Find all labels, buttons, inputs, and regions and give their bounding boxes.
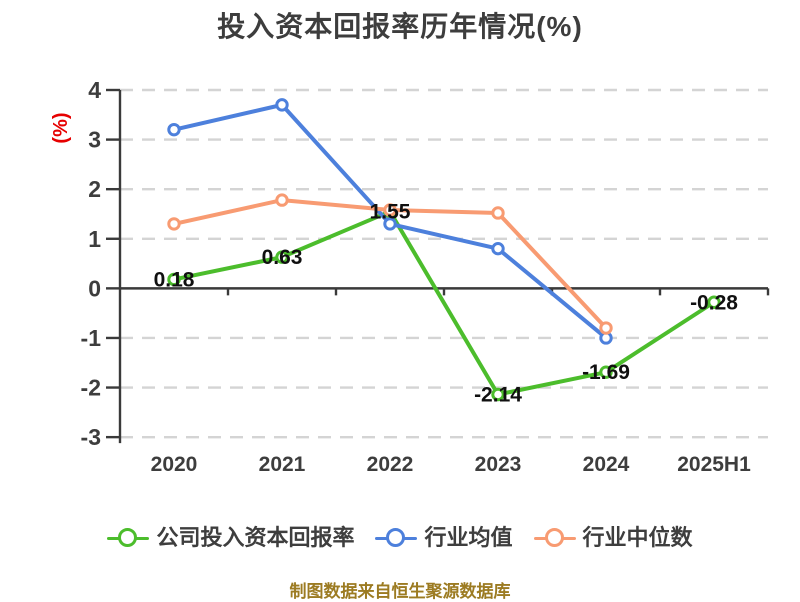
data-point-label: 1.55 bbox=[370, 200, 411, 223]
x-tick-label: 2025H1 bbox=[677, 453, 751, 476]
data-point-marker bbox=[491, 241, 505, 256]
x-tick-label: 2023 bbox=[475, 453, 522, 476]
data-point-label: 0.63 bbox=[262, 246, 303, 269]
x-tick-label: 2020 bbox=[151, 453, 198, 476]
data-point-marker bbox=[167, 122, 181, 137]
legend-item-industry-median: 行业中位数 bbox=[533, 525, 693, 550]
legend-marker-industry-mean-icon bbox=[375, 527, 418, 549]
legend-label-industry-median: 行业中位数 bbox=[582, 525, 693, 550]
data-point-marker bbox=[383, 203, 397, 217]
legend-label-industry-mean: 行业均值 bbox=[424, 525, 513, 550]
y-tick-label: 0 bbox=[88, 275, 101, 301]
x-tick-label: 2021 bbox=[259, 453, 306, 476]
chart-legend: 公司投入资本回报率 行业均值 行业中位数 bbox=[0, 523, 800, 553]
data-point-label: -0.28 bbox=[690, 291, 738, 314]
legend-item-industry-mean: 行业均值 bbox=[375, 525, 513, 550]
data-point-marker bbox=[383, 217, 397, 231]
data-point-marker bbox=[275, 193, 289, 207]
data-point-label: -1.69 bbox=[582, 361, 630, 384]
legend-label-company: 公司投入资本回报率 bbox=[156, 525, 355, 550]
legend-marker-industry-median-icon bbox=[533, 527, 576, 549]
y-tick-label: 3 bbox=[88, 127, 101, 153]
x-tick-label: 2024 bbox=[583, 453, 630, 476]
data-source-note: 制图数据来自恒生聚源数据库 bbox=[289, 582, 511, 601]
data-point-marker bbox=[491, 206, 505, 220]
data-point-label: -2.14 bbox=[474, 383, 522, 406]
data-point-marker bbox=[275, 250, 289, 264]
data-point-marker bbox=[491, 387, 505, 402]
y-tick-label: 1 bbox=[88, 226, 101, 252]
line-chart-plot-area: 4 3 2 1 0 -1 -2 -3 2020 2021 2022 2023 2024 2025H1 0.1… bbox=[50, 77, 770, 476]
y-tick-label: 2 bbox=[88, 176, 101, 202]
legend-item-company-roic: 公司投入资本回报率 bbox=[107, 527, 354, 549]
y-axis-unit-label: (%) bbox=[50, 112, 72, 143]
data-point-marker bbox=[167, 217, 181, 231]
chart-title: 投入资本回报率历年情况(%) bbox=[217, 11, 583, 42]
y-tick-label: -3 bbox=[81, 424, 101, 450]
legend-marker-company-icon bbox=[107, 527, 150, 549]
data-point-marker bbox=[707, 295, 721, 309]
data-point-label: 0.18 bbox=[154, 268, 195, 291]
data-point-marker bbox=[599, 365, 613, 379]
data-point-marker bbox=[275, 98, 289, 112]
data-point-marker bbox=[599, 321, 613, 335]
y-tick-label: -2 bbox=[81, 375, 101, 401]
y-tick-label: -1 bbox=[81, 325, 102, 351]
y-tick-label: 4 bbox=[88, 77, 101, 103]
data-point-marker bbox=[167, 272, 181, 287]
x-tick-label: 2022 bbox=[367, 453, 414, 476]
series-line-0 bbox=[172, 209, 716, 397]
